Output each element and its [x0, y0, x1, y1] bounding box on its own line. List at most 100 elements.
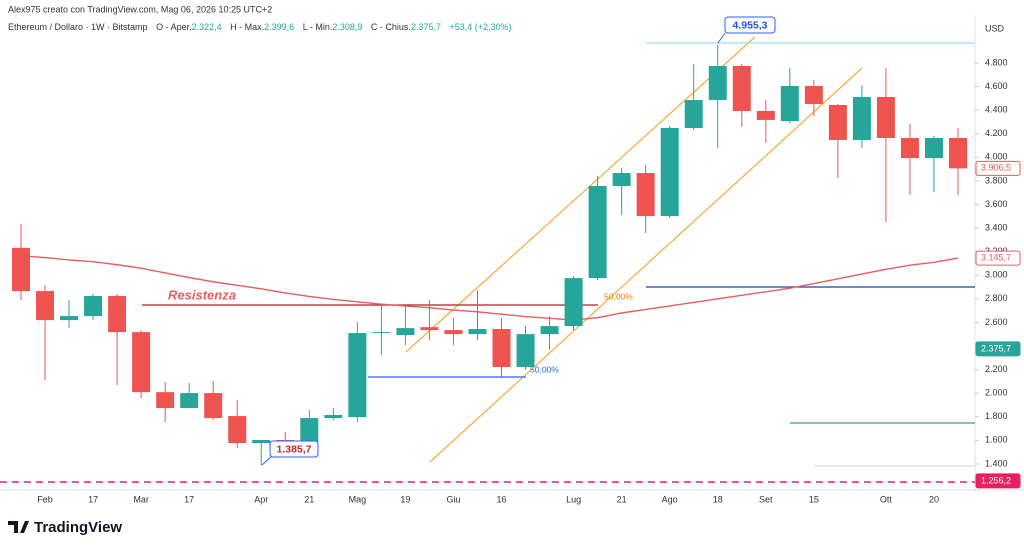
candle-body [324, 415, 343, 419]
x-tick-label: Feb [37, 494, 53, 504]
price-label: 1.256,2 [981, 475, 1011, 485]
ohlc-value: 2.399,6 [264, 22, 294, 32]
x-tick-label: 16 [497, 494, 507, 504]
price-label-box [975, 341, 1021, 357]
pointer [717, 32, 726, 44]
y-tick-label: 3.800 [985, 175, 1008, 185]
high-callout [724, 16, 776, 34]
candle-body [924, 137, 943, 159]
low-callout [269, 440, 319, 458]
candle-body [564, 278, 583, 327]
x-tick-label: Lug [566, 494, 581, 504]
candle-body [108, 296, 127, 333]
currency: USD [985, 23, 1005, 33]
resistance-label: Resistenza [168, 287, 236, 302]
x-tick-label: Mar [133, 494, 149, 504]
y-tick-label: 4.800 [985, 57, 1008, 67]
y-tick-label: 2.600 [985, 317, 1008, 327]
y-tick-label: 4.200 [985, 128, 1008, 138]
y-tick-label: 4.400 [985, 105, 1008, 115]
price-label-box [975, 250, 1021, 266]
high-callout-label: 4.955,3 [732, 19, 767, 31]
candle-body [780, 85, 799, 122]
candle-body [84, 296, 103, 317]
candle-body [708, 65, 727, 101]
x-tick-label: 17 [184, 494, 194, 504]
fib-label: 50,00% [604, 291, 633, 301]
x-tick-label: 17 [88, 494, 98, 504]
y-tick-label: 3.000 [985, 270, 1008, 280]
logo-icon [8, 521, 29, 533]
candle-body [732, 65, 751, 111]
candle-body [12, 247, 30, 292]
candle-body [804, 85, 823, 105]
x-tick-label: 21 [617, 494, 627, 504]
x-tick-label: Ott [880, 494, 893, 504]
y-tick-label: 1.800 [985, 411, 1008, 421]
y-tick-label: 1.400 [985, 458, 1008, 468]
price-label: 2.375,7 [981, 343, 1011, 353]
price-label-box [975, 160, 1021, 176]
y-tick-label: 3.600 [985, 199, 1008, 209]
candle-body [60, 316, 79, 321]
candle-body [684, 100, 703, 128]
candle-body [949, 137, 967, 169]
candle-body [828, 104, 847, 141]
candle-body [588, 185, 607, 279]
x-tick-label: Apr [254, 494, 268, 504]
y-tick-label: 2.800 [985, 293, 1008, 303]
price-label: 3.906,5 [981, 163, 1011, 173]
candle-body [516, 334, 535, 368]
ohlc-label: O - Aper. [156, 22, 192, 32]
candle-body [132, 332, 151, 393]
ohlc-value: 2.308,9 [332, 22, 362, 32]
pointer [261, 455, 273, 466]
candle-body [492, 329, 511, 368]
candle-body [372, 332, 391, 334]
x-tick-label: 21 [304, 494, 314, 504]
symbol: Ethereum / Dollaro · 1W · Bitstamp [8, 22, 148, 32]
ohlc-value: 2.322,4 [192, 22, 222, 32]
y-tick-label: 4.000 [985, 152, 1008, 162]
candle-body [420, 327, 439, 331]
channel-upper [405, 36, 756, 353]
y-tick-label: 1.600 [985, 435, 1008, 445]
candle-body [180, 393, 199, 409]
candle-body [852, 96, 871, 141]
drawings [0, 32, 975, 483]
candle-body [660, 127, 679, 217]
channel-lower [429, 67, 863, 463]
x-tick-label: Mag [349, 494, 367, 504]
y-tick-label: 2.000 [985, 388, 1008, 398]
x-tick-label: 15 [809, 494, 819, 504]
moving-average [20, 255, 959, 321]
candle-body [756, 110, 775, 120]
change: +53,4 (+2,30%) [449, 22, 511, 32]
x-tick-label: Giu [446, 494, 460, 504]
candle-body [444, 330, 463, 335]
candle-body [540, 326, 559, 335]
ohlc-label: C - Chius. [371, 22, 411, 32]
y-tick-label: 2.200 [985, 364, 1008, 374]
candle-body [900, 137, 919, 159]
candle-body [204, 393, 223, 419]
candle-body [36, 291, 55, 321]
y-tick-label: 3.400 [985, 222, 1008, 232]
y-tick-label: 4.600 [985, 81, 1008, 91]
ohlc-label: L - Min. [303, 22, 333, 32]
fib-label: 50,00% [530, 364, 559, 374]
candle-body [348, 333, 367, 418]
candle-body [228, 416, 247, 444]
ohlc-value: 2.375,7 [411, 22, 441, 32]
candle-body [300, 418, 319, 444]
candle-body [636, 173, 655, 217]
x-tick-label: Ago [662, 494, 678, 504]
x-tick-label: 20 [929, 494, 939, 504]
ohlc-label: H - Max. [230, 22, 264, 32]
candle-body [876, 96, 895, 138]
x-tick-label: 18 [713, 494, 723, 504]
candle-body [612, 173, 631, 186]
logo: TradingView [8, 519, 122, 536]
logo-text: TradingView [34, 519, 122, 536]
